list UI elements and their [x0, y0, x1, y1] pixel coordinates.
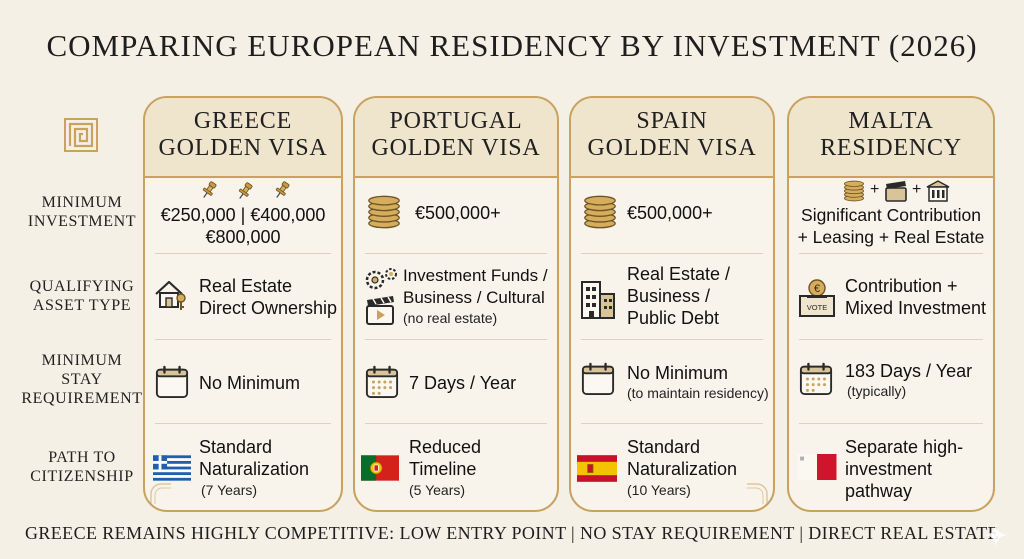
gears-film-icon [365, 268, 397, 325]
calendar-icon [155, 365, 189, 399]
building-icon [581, 281, 615, 319]
ballot-box-icon: € VOTE [799, 279, 835, 317]
calendar-icon [365, 365, 399, 399]
card-header: GREECE GOLDEN VISA [145, 98, 341, 178]
calendar-icon [799, 362, 833, 396]
card-title: GREECE GOLDEN VISA [158, 108, 328, 161]
row-label-asset: QUALIFYING ASSET TYPE [29, 278, 135, 314]
card-portugal: PORTUGAL GOLDEN VISA €500,000+ Investment… [353, 96, 559, 512]
pin-icon [199, 180, 219, 200]
pin-icon [272, 180, 292, 200]
row-label-stay: MINIMUM STAY REQUIREMENT [21, 352, 143, 407]
coin-stack-icon [365, 194, 403, 230]
portugal-flag-icon [361, 455, 399, 481]
film-icon [885, 181, 907, 202]
coin-stack-icon [581, 194, 619, 230]
row-label-citizenship: PATH TO CITIZENSHIP [30, 449, 134, 485]
sparkle-icon [984, 523, 1008, 547]
card-greece: GREECE GOLDEN VISA €250,000 | €400,000 €80… [143, 96, 343, 512]
card-spain: SPAIN GOLDEN VISA €500,000+ Real Estate /… [569, 96, 775, 512]
card-header: SPAIN GOLDEN VISA [571, 98, 773, 178]
page-title: COMPARING EUROPEAN RESIDENCY BY INVESTME… [46, 28, 978, 63]
plus-icon: + [870, 181, 880, 198]
card-header: MALTA RESIDENCY [789, 98, 993, 178]
card-title: PORTUGAL GOLDEN VISA [371, 108, 541, 161]
plus-icon: + [912, 181, 922, 198]
svg-text:€: € [814, 283, 820, 295]
footer-tagline: GREECE REMAINS HIGHLY COMPETITIVE: LOW E… [24, 523, 1000, 543]
card-title: MALTA RESIDENCY [820, 108, 962, 161]
card-malta: MALTA RESIDENCY + + Significant Contribut… [787, 96, 995, 512]
coin-stack-icon [842, 180, 866, 202]
greek-key-icon [64, 118, 98, 152]
pin-icon [235, 181, 255, 201]
row-label-investment: MINIMUM INVESTMENT [27, 194, 137, 230]
ballot-box-label: VOTE [807, 303, 827, 312]
card-title: SPAIN GOLDEN VISA [587, 108, 757, 161]
calendar-icon [581, 362, 615, 396]
card-header: PORTUGAL GOLDEN VISA [355, 98, 557, 178]
building-icon [926, 180, 950, 202]
greece-flag-icon [153, 455, 191, 481]
house-key-icon [155, 280, 186, 310]
malta-flag-icon [797, 454, 837, 480]
spain-flag-icon [577, 455, 617, 482]
